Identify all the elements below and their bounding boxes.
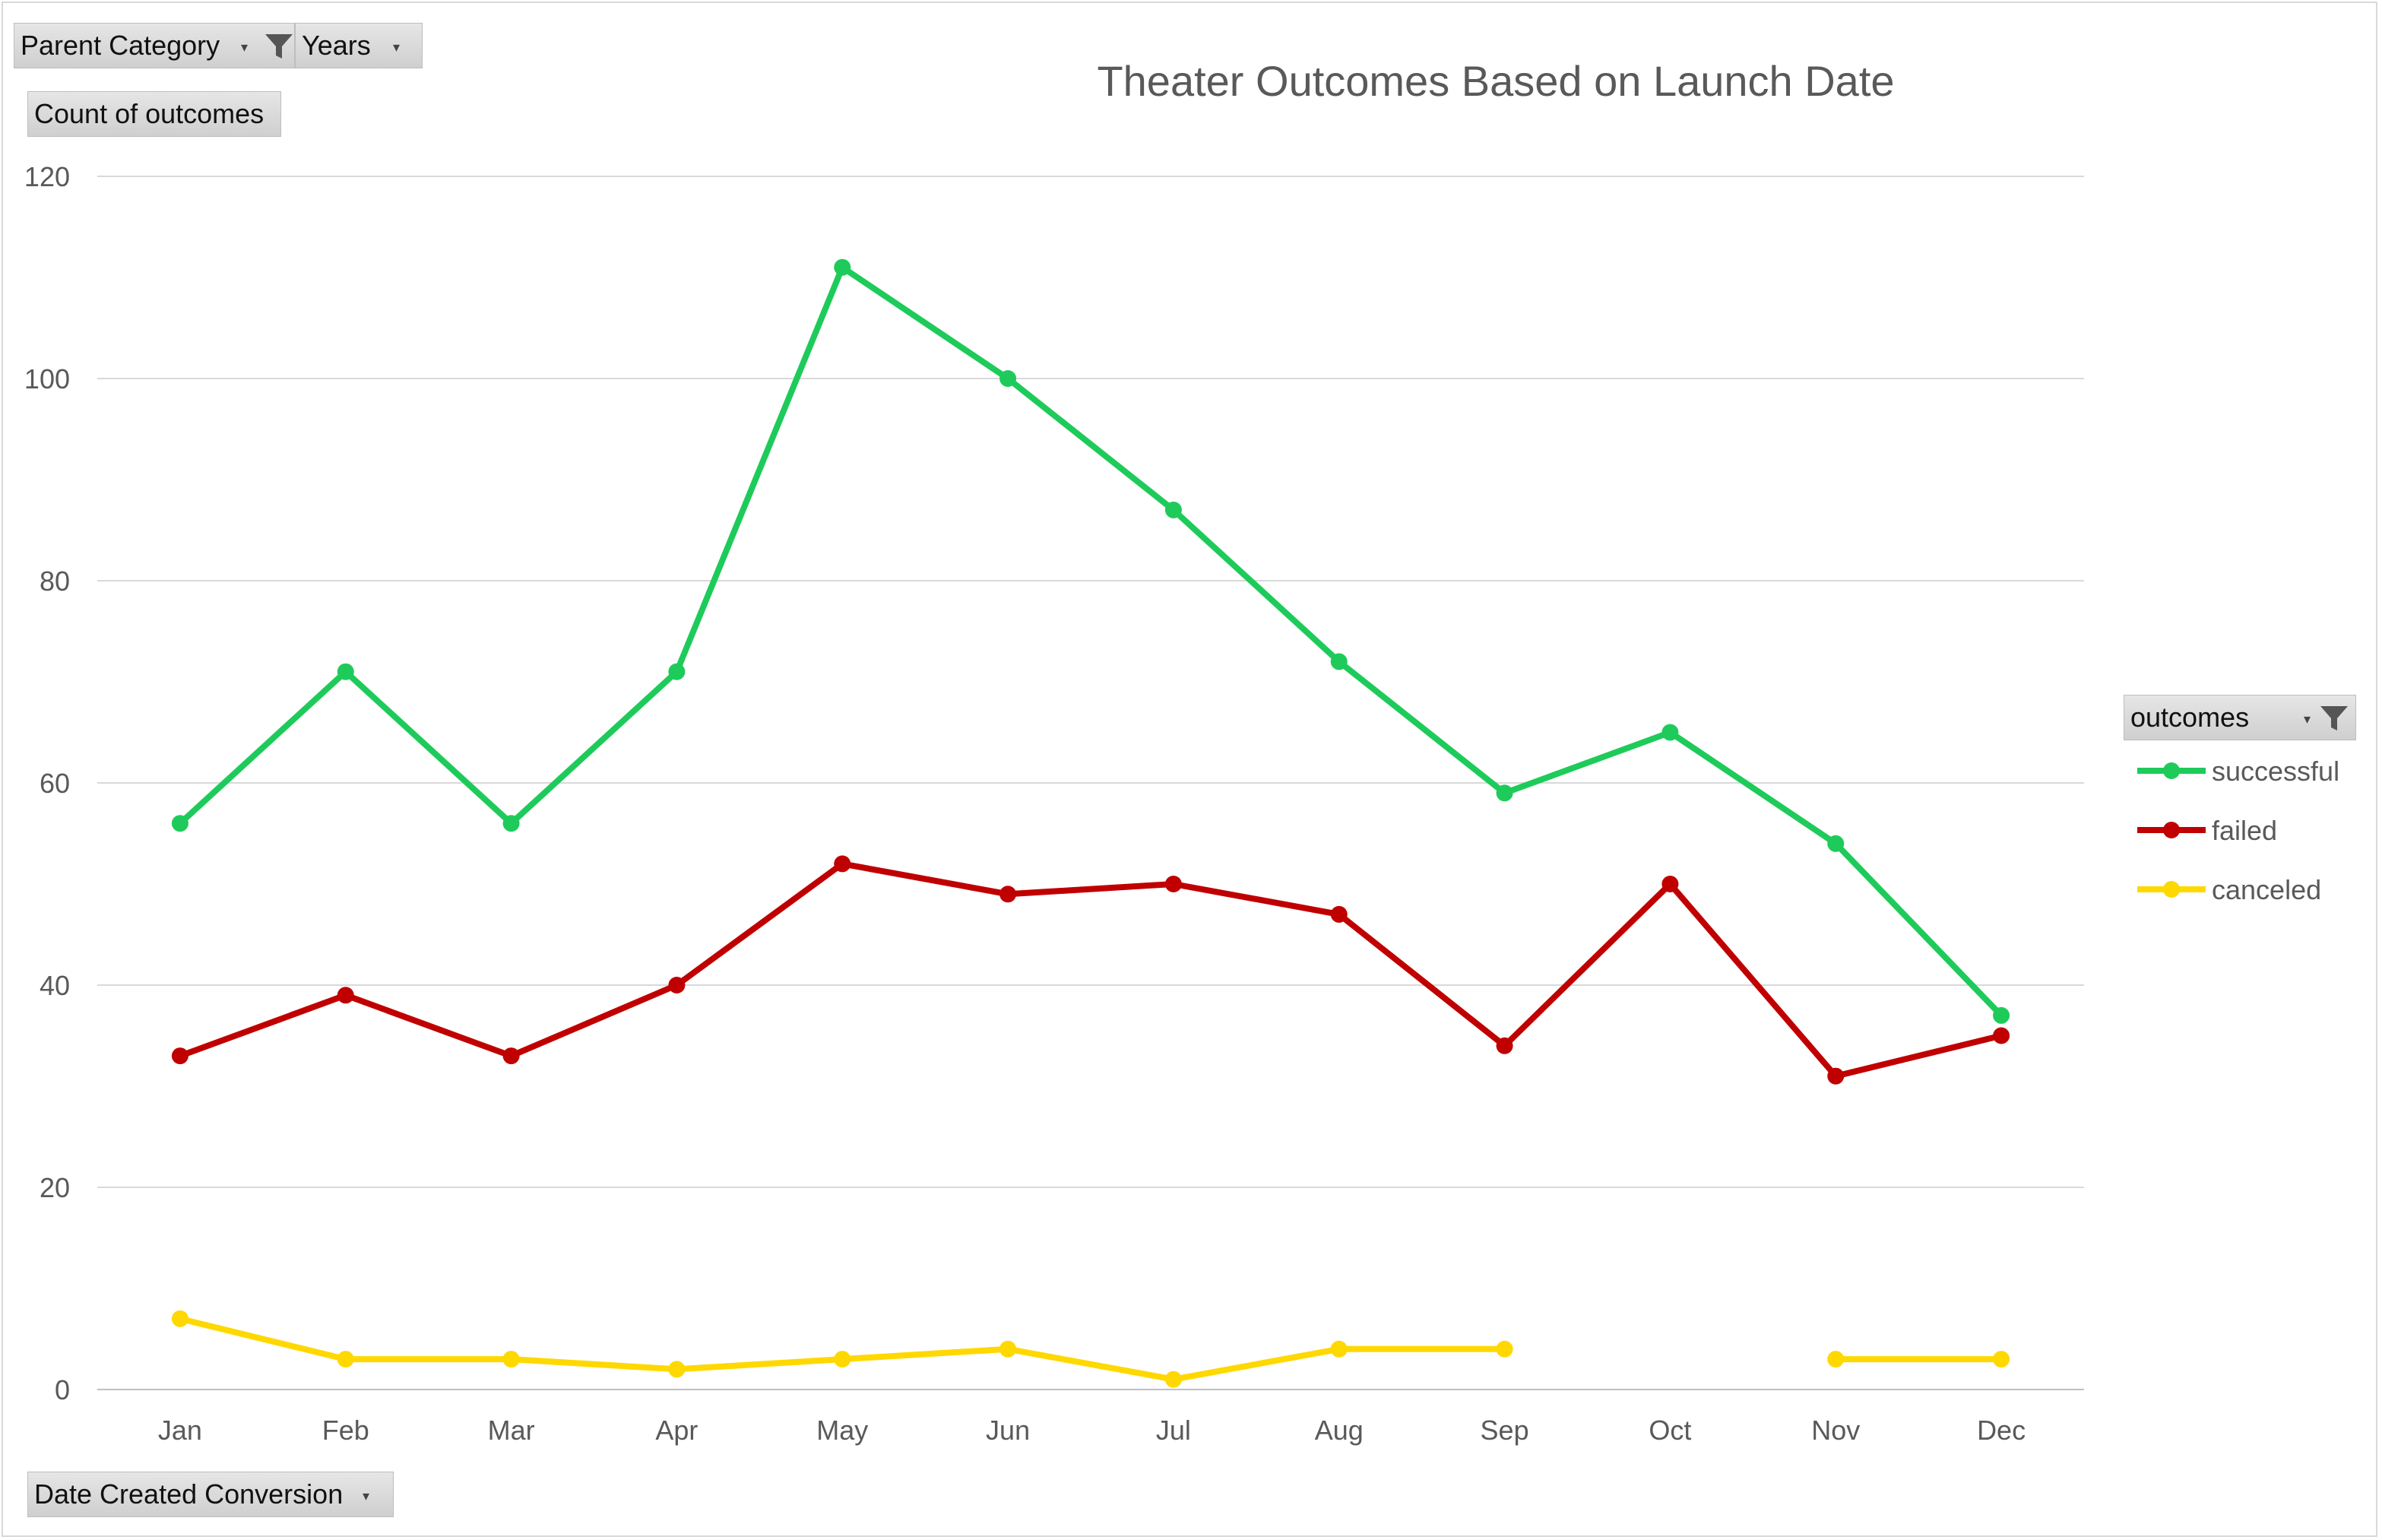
data-point[interactable] bbox=[1661, 876, 1679, 892]
count-of-outcomes-label: Count of outcomes bbox=[34, 98, 264, 129]
series-failed bbox=[171, 855, 2010, 1085]
legend-label: successful bbox=[2212, 756, 2339, 787]
data-point[interactable] bbox=[999, 370, 1017, 387]
data-point[interactable] bbox=[1993, 1027, 2010, 1044]
data-point[interactable] bbox=[1993, 1006, 2010, 1024]
parent-category-label: Parent Category bbox=[21, 30, 220, 61]
data-point[interactable] bbox=[1827, 835, 1845, 852]
chart-title: Theater Outcomes Based on Launch Date bbox=[1097, 57, 1894, 105]
x-tick-label: Dec bbox=[1977, 1415, 2026, 1446]
data-point[interactable] bbox=[834, 258, 851, 276]
data-point[interactable] bbox=[834, 1351, 851, 1368]
data-point[interactable] bbox=[1330, 905, 1348, 923]
y-tick-label: 0 bbox=[55, 1374, 70, 1405]
data-point[interactable] bbox=[1164, 876, 1182, 892]
x-tick-label: Jun bbox=[986, 1415, 1030, 1446]
series-canceled bbox=[171, 1310, 2010, 1388]
data-point[interactable] bbox=[337, 663, 354, 680]
data-point[interactable] bbox=[171, 1047, 188, 1065]
x-tick-label: Apr bbox=[655, 1415, 698, 1446]
legend-item-canceled[interactable]: canceled bbox=[2137, 874, 2321, 905]
data-point[interactable] bbox=[668, 663, 686, 680]
legend-marker bbox=[2163, 881, 2180, 898]
data-point[interactable] bbox=[668, 1361, 686, 1378]
legend-marker bbox=[2163, 822, 2180, 838]
x-tick-label: Sep bbox=[1481, 1415, 1529, 1446]
count-of-outcomes-button[interactable]: Count of outcomes bbox=[27, 91, 281, 137]
y-tick-label: 120 bbox=[24, 161, 70, 192]
data-point[interactable] bbox=[1496, 1340, 1513, 1358]
legend-item-successful[interactable]: successful bbox=[2137, 756, 2339, 787]
y-tick-label: 60 bbox=[40, 768, 70, 799]
y-tick-label: 80 bbox=[40, 566, 70, 597]
years-filter-button[interactable]: Years ▾ bbox=[295, 23, 423, 68]
series-successful bbox=[171, 258, 2010, 1024]
data-point[interactable] bbox=[1827, 1351, 1845, 1368]
filter-icon bbox=[265, 34, 293, 59]
legend-marker bbox=[2163, 762, 2180, 779]
data-point[interactable] bbox=[1661, 724, 1679, 741]
y-tick-label: 100 bbox=[24, 363, 70, 395]
legend-label: canceled bbox=[2212, 874, 2321, 905]
outcomes-label: outcomes bbox=[2130, 702, 2250, 733]
legend-item-failed[interactable]: failed bbox=[2137, 815, 2277, 846]
chevron-down-icon: ▾ bbox=[363, 1488, 370, 1504]
data-point[interactable] bbox=[1993, 1351, 2010, 1368]
data-point[interactable] bbox=[171, 1310, 188, 1327]
x-tick-label: Jul bbox=[1156, 1415, 1191, 1446]
data-point[interactable] bbox=[999, 1340, 1017, 1358]
date-created-conversion-button[interactable]: Date Created Conversion ▾ bbox=[27, 1472, 394, 1517]
y-tick-label: 20 bbox=[40, 1172, 70, 1203]
data-point[interactable] bbox=[502, 815, 520, 832]
x-tick-label: Feb bbox=[322, 1415, 369, 1446]
y-tick-label: 40 bbox=[40, 970, 70, 1001]
data-point[interactable] bbox=[668, 977, 686, 993]
data-point[interactable] bbox=[337, 1351, 354, 1368]
x-tick-label: Mar bbox=[488, 1415, 535, 1446]
x-tick-label: Jan bbox=[158, 1415, 202, 1446]
data-point[interactable] bbox=[1496, 1037, 1513, 1054]
chevron-down-icon: ▾ bbox=[241, 40, 249, 55]
series-line bbox=[176, 264, 2005, 1019]
data-point[interactable] bbox=[1330, 1340, 1348, 1358]
data-point[interactable] bbox=[171, 815, 188, 832]
data-point[interactable] bbox=[834, 855, 851, 873]
legend-label: failed bbox=[2212, 815, 2277, 846]
data-point[interactable] bbox=[1164, 1370, 1182, 1388]
data-point[interactable] bbox=[502, 1047, 520, 1065]
chevron-down-icon: ▾ bbox=[393, 40, 401, 55]
series-line bbox=[176, 1315, 1508, 1383]
data-point[interactable] bbox=[1330, 653, 1348, 670]
outcomes-filter-button[interactable]: outcomes ▾ bbox=[2124, 695, 2356, 740]
filter-icon bbox=[2320, 706, 2348, 730]
x-tick-label: Oct bbox=[1649, 1415, 1691, 1446]
chevron-down-icon: ▾ bbox=[2304, 711, 2311, 727]
data-point[interactable] bbox=[1496, 784, 1513, 802]
x-tick-label: Nov bbox=[1811, 1415, 1860, 1446]
data-point[interactable] bbox=[502, 1351, 520, 1368]
data-point[interactable] bbox=[1827, 1067, 1845, 1085]
x-tick-label: May bbox=[816, 1415, 868, 1446]
data-point[interactable] bbox=[999, 886, 1017, 903]
data-point[interactable] bbox=[1164, 501, 1182, 518]
data-point[interactable] bbox=[337, 987, 354, 1004]
date-created-label: Date Created Conversion bbox=[34, 1478, 344, 1510]
years-label: Years bbox=[302, 30, 371, 61]
series-line bbox=[176, 860, 2005, 1079]
x-tick-label: Aug bbox=[1315, 1415, 1364, 1446]
parent-category-filter-button[interactable]: Parent Category ▾ bbox=[14, 23, 295, 68]
